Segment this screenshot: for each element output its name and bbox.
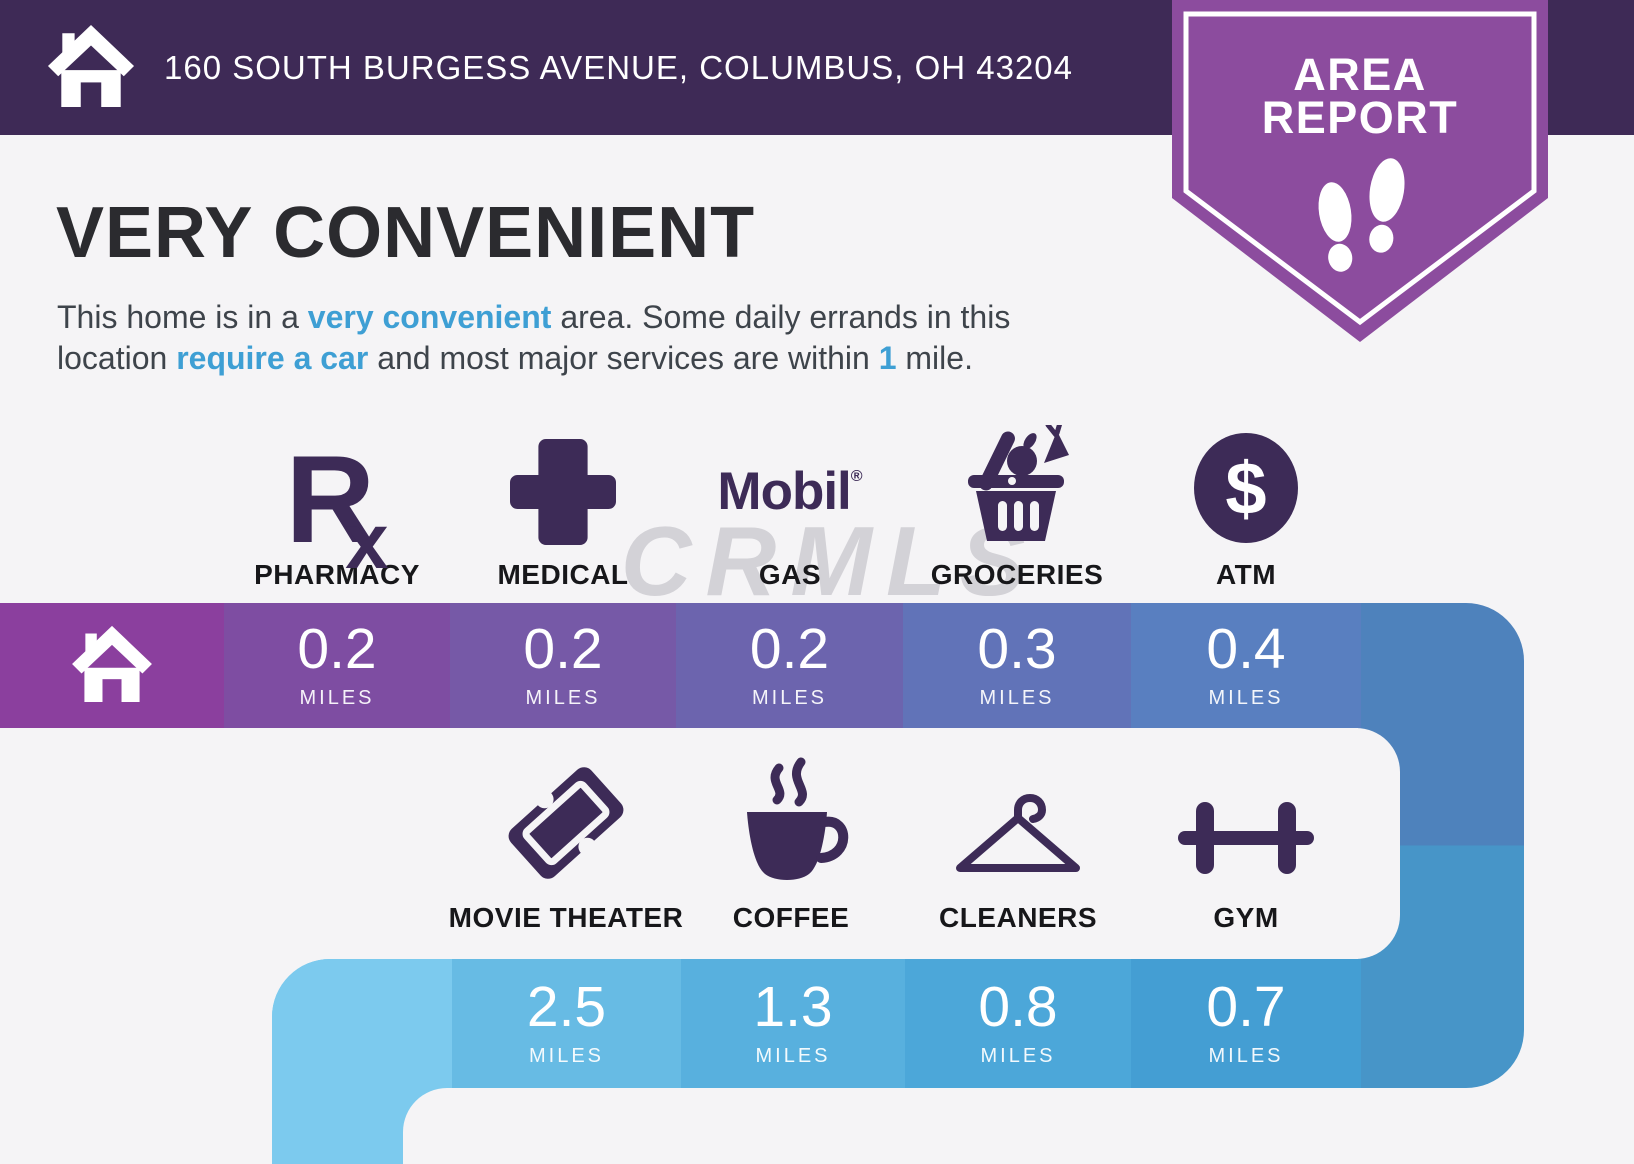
poi-label: COFFEE [732, 902, 850, 933]
ticket-icon [496, 758, 636, 893]
mobil-logo: Mobil® [717, 462, 863, 521]
footprints-icon [1318, 158, 1405, 272]
poi-movie-theater: MOVIE THEATER [436, 755, 696, 934]
home-icon [72, 624, 152, 707]
home-icon [46, 23, 136, 112]
page-title: VERY CONVENIENT [56, 193, 756, 273]
poi-label: MOVIE THEATER [448, 902, 684, 933]
route-inner-fillet-right [0, 728, 1400, 959]
distance-value: 0.2 [749, 617, 830, 681]
poi-label: MEDICAL [497, 559, 629, 590]
distance-segment: 0.8 MILES [905, 959, 1131, 1088]
description-line2: location require a car and most major se… [57, 340, 973, 376]
poi-groceries: GROCERIES [887, 415, 1147, 591]
home-segment [0, 603, 224, 728]
distance-unit: MILES [1208, 1045, 1284, 1067]
poi-label: GYM [1213, 902, 1279, 933]
medical-cross-icon [510, 439, 616, 550]
route-elbow-strip [272, 959, 452, 1088]
distance-value: 0.2 [297, 617, 377, 681]
distance-value: 0.2 [523, 617, 603, 681]
poi-label: CLEANERS [938, 902, 1097, 933]
distance-unit: MILES [1208, 687, 1284, 709]
distance-unit: MILES [528, 1045, 605, 1067]
distance-segment: 0.2 MILES [676, 603, 903, 728]
grocery-basket-icon [956, 420, 1078, 550]
poi-label: GAS [758, 559, 822, 590]
badge-title-line2: REPORT [1261, 92, 1459, 143]
distance-bar-row1: 0.2 MILES 0.2 MILES 0.2 MILES 0.3 MILES … [0, 603, 1460, 728]
distance-value: 0.3 [977, 617, 1057, 681]
distance-segment: 0.2 MILES [224, 603, 450, 728]
poi-label: ATM [1215, 559, 1277, 590]
poi-gas: Mobil® GAS [660, 415, 920, 591]
distance-unit: MILES [525, 687, 601, 709]
badge-pennant [1172, 0, 1548, 342]
distance-segment: 0.2 MILES [450, 603, 676, 728]
distance-unit: MILES [979, 687, 1055, 709]
distance-segment: 1.3 MILES [681, 959, 905, 1088]
poi-coffee: COFFEE [661, 755, 921, 934]
poi-pharmacy: Rx PHARMACY [207, 415, 467, 591]
distance-value: 1.3 [753, 975, 833, 1039]
route-elbow-strip [1361, 603, 1460, 728]
dumbbell-icon [1176, 788, 1316, 893]
distance-unit: MILES [751, 687, 828, 709]
badge-title-line1: AREA [1293, 49, 1427, 100]
svg-text:$: $ [1225, 447, 1266, 530]
distance-unit: MILES [299, 687, 375, 709]
distance-segment: 2.5 MILES [452, 959, 681, 1088]
property-address: 160 SOUTH BURGESS AVENUE, COLUMBUS, OH 4… [164, 48, 1074, 86]
distance-segment: 0.4 MILES [1131, 603, 1361, 728]
poi-label: GROCERIES [930, 559, 1104, 590]
description-line1: This home is in a very convenient area. … [57, 299, 1011, 335]
pharmacy-rx-icon: Rx [285, 430, 389, 585]
coffee-cup-icon [731, 756, 851, 893]
poi-atm: $ ATM [1116, 415, 1376, 591]
poi-cleaners: CLEANERS [888, 755, 1148, 934]
distance-segment: 0.3 MILES [903, 603, 1131, 728]
distance-value: 0.8 [978, 975, 1058, 1039]
route-inner-fillet-left [403, 1088, 1513, 1164]
mls-watermark: CRMLS [620, 506, 1040, 616]
distance-value: 0.4 [1206, 617, 1286, 681]
poi-medical: MEDICAL [433, 415, 693, 591]
route-elbow-strip [1361, 959, 1460, 1088]
distance-segment: 0.7 MILES [1131, 959, 1361, 1088]
description: This home is in a very convenient area. … [57, 297, 1157, 379]
area-report-badge: AREA REPORT [1172, 0, 1548, 348]
hanger-icon [948, 772, 1088, 893]
distance-unit: MILES [755, 1045, 831, 1067]
distance-value: 2.5 [526, 975, 607, 1039]
poi-gym: GYM [1116, 755, 1376, 934]
distance-bar-row2: 2.5 MILES 1.3 MILES 0.8 MILES 0.7 MILES [272, 959, 1460, 1088]
distance-value: 0.7 [1206, 975, 1286, 1039]
poi-label: PHARMACY [254, 559, 420, 590]
distance-unit: MILES [980, 1045, 1056, 1067]
dollar-circle-icon: $ [1193, 432, 1299, 550]
